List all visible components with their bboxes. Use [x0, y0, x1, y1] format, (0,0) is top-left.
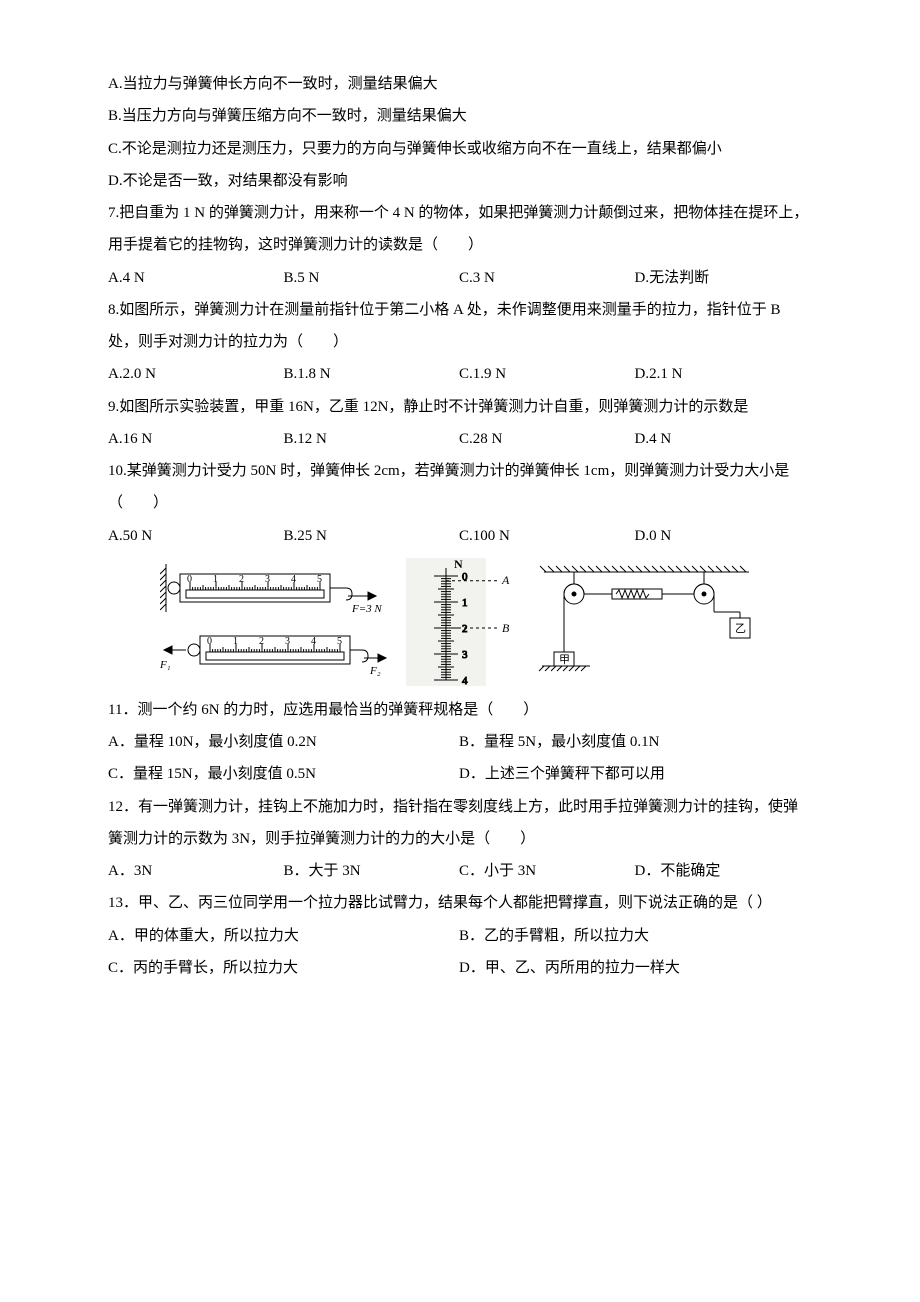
q9-option-d: D.4 N	[635, 423, 811, 455]
q7-options: A.4 N B.5 N C.3 N D.无法判断	[108, 262, 810, 294]
q10-option-a: A.50 N	[108, 520, 284, 552]
svg-text:乙: 乙	[735, 622, 746, 635]
q13-options-row2: C．丙的手臂长，所以拉力大 D．甲、乙、丙所用的拉力一样大	[108, 952, 810, 984]
q11-option-a: A．量程 10N，最小刻度值 0.2N	[108, 726, 459, 758]
svg-text:3: 3	[285, 636, 290, 647]
svg-text:F=3 N: F=3 N	[351, 603, 382, 615]
svg-text:N: N	[454, 558, 463, 571]
svg-text:甲: 甲	[559, 654, 570, 666]
svg-text:2: 2	[259, 636, 264, 647]
svg-text:3: 3	[265, 574, 270, 585]
q10-option-c: C.100 N	[459, 520, 635, 552]
q11-stem: 11．测一个约 6N 的力时，应选用最恰当的弹簧秤规格是（ ）	[108, 694, 810, 726]
q7-option-d: D.无法判断	[635, 262, 811, 294]
q8-stem: 8.如图所示，弹簧测力计在测量前指针位于第二小格 A 处，未作调整便用来测量手的…	[108, 294, 810, 359]
q9-option-a: A.16 N	[108, 423, 284, 455]
q13-option-b: B．乙的手臂粗，所以拉力大	[459, 920, 810, 952]
figure-vertical-scale-ab: 01234 N A B	[406, 558, 518, 686]
q8-option-b: B.1.8 N	[284, 358, 460, 390]
svg-text:0: 0	[207, 636, 212, 647]
svg-text:1: 1	[213, 574, 218, 585]
svg-text:A: A	[501, 573, 510, 587]
figures-row: 0 1 2 3 4 5 F=3 N F₁ 0 1 2 3 4 5 F₂	[108, 558, 810, 686]
q6-option-b: B.当压力方向与弹簧压缩方向不一致时，测量结果偏大	[108, 100, 810, 132]
svg-text:F₂: F₂	[369, 665, 381, 677]
figure-spring-balance-horizontal: 0 1 2 3 4 5 F=3 N F₁ 0 1 2 3 4 5 F₂	[160, 564, 390, 679]
figure-pulley-system: 甲 乙	[534, 562, 759, 682]
q13-stem: 13．甲、乙、丙三位同学用一个拉力器比试臂力，结果每个人都能把臂撑直，则下说法正…	[108, 887, 810, 919]
svg-text:1: 1	[233, 636, 238, 647]
q11-option-b: B．量程 5N，最小刻度值 0.1N	[459, 726, 810, 758]
q11-option-d: D．上述三个弹簧秤下都可以用	[459, 758, 810, 790]
q12-option-a: A．3N	[108, 855, 284, 887]
q13-options-row1: A．甲的体重大，所以拉力大 B．乙的手臂粗，所以拉力大	[108, 920, 810, 952]
q7-option-a: A.4 N	[108, 262, 284, 294]
q6-option-a: A.当拉力与弹簧伸长方向不一致时，测量结果偏大	[108, 68, 810, 100]
svg-text:4: 4	[291, 574, 296, 585]
q13-option-d: D．甲、乙、丙所用的拉力一样大	[459, 952, 810, 984]
q7-option-b: B.5 N	[284, 262, 460, 294]
q7-option-c: C.3 N	[459, 262, 635, 294]
svg-text:1: 1	[462, 597, 468, 609]
q8-option-a: A.2.0 N	[108, 358, 284, 390]
q8-option-c: C.1.9 N	[459, 358, 635, 390]
q8-option-d: D.2.1 N	[635, 358, 811, 390]
q13-option-c: C．丙的手臂长，所以拉力大	[108, 952, 459, 984]
q6-option-d: D.不论是否一致，对结果都没有影响	[108, 165, 810, 197]
q12-stem: 12．有一弹簧测力计，挂钩上不施加力时，指针指在零刻度线上方，此时用手拉弹簧测力…	[108, 791, 810, 856]
q10-option-b: B.25 N	[284, 520, 460, 552]
q9-option-c: C.28 N	[459, 423, 635, 455]
svg-text:4: 4	[311, 636, 316, 647]
svg-text:5: 5	[337, 636, 342, 647]
q6-option-c: C.不论是测拉力还是测压力，只要力的方向与弹簧伸长或收缩方向不在一直线上，结果都…	[108, 133, 810, 165]
q7-stem: 7.把自重为 1 N 的弹簧测力计，用来称一个 4 N 的物体，如果把弹簧测力计…	[108, 197, 810, 262]
q9-stem: 9.如图所示实验装置，甲重 16N，乙重 12N，静止时不计弹簧测力计自重，则弹…	[108, 391, 810, 423]
svg-text:3: 3	[462, 649, 468, 661]
q10-options: A.50 N B.25 N C.100 N D.0 N	[108, 520, 810, 552]
q10-stem: 10.某弹簧测力计受力 50N 时，弹簧伸长 2cm，若弹簧测力计的弹簧伸长 1…	[108, 455, 810, 520]
svg-text:4: 4	[462, 675, 468, 686]
svg-text:0: 0	[187, 574, 192, 585]
q11-option-c: C．量程 15N，最小刻度值 0.5N	[108, 758, 459, 790]
q12-option-c: C．小于 3N	[459, 855, 635, 887]
q10-option-d: D.0 N	[635, 520, 811, 552]
q13-option-a: A．甲的体重大，所以拉力大	[108, 920, 459, 952]
q8-options: A.2.0 N B.1.8 N C.1.9 N D.2.1 N	[108, 358, 810, 390]
q12-option-d: D．不能确定	[635, 855, 811, 887]
q9-options: A.16 N B.12 N C.28 N D.4 N	[108, 423, 810, 455]
svg-text:2: 2	[462, 623, 468, 635]
q9-option-b: B.12 N	[284, 423, 460, 455]
q12-options: A．3N B．大于 3N C．小于 3N D．不能确定	[108, 855, 810, 887]
svg-text:F₁: F₁	[160, 659, 171, 671]
svg-text:2: 2	[239, 574, 244, 585]
q12-option-b: B．大于 3N	[284, 855, 460, 887]
svg-text:B: B	[502, 621, 510, 635]
q11-options-row1: A．量程 10N，最小刻度值 0.2N B．量程 5N，最小刻度值 0.1N	[108, 726, 810, 758]
q11-options-row2: C．量程 15N，最小刻度值 0.5N D．上述三个弹簧秤下都可以用	[108, 758, 810, 790]
svg-text:5: 5	[317, 574, 322, 585]
